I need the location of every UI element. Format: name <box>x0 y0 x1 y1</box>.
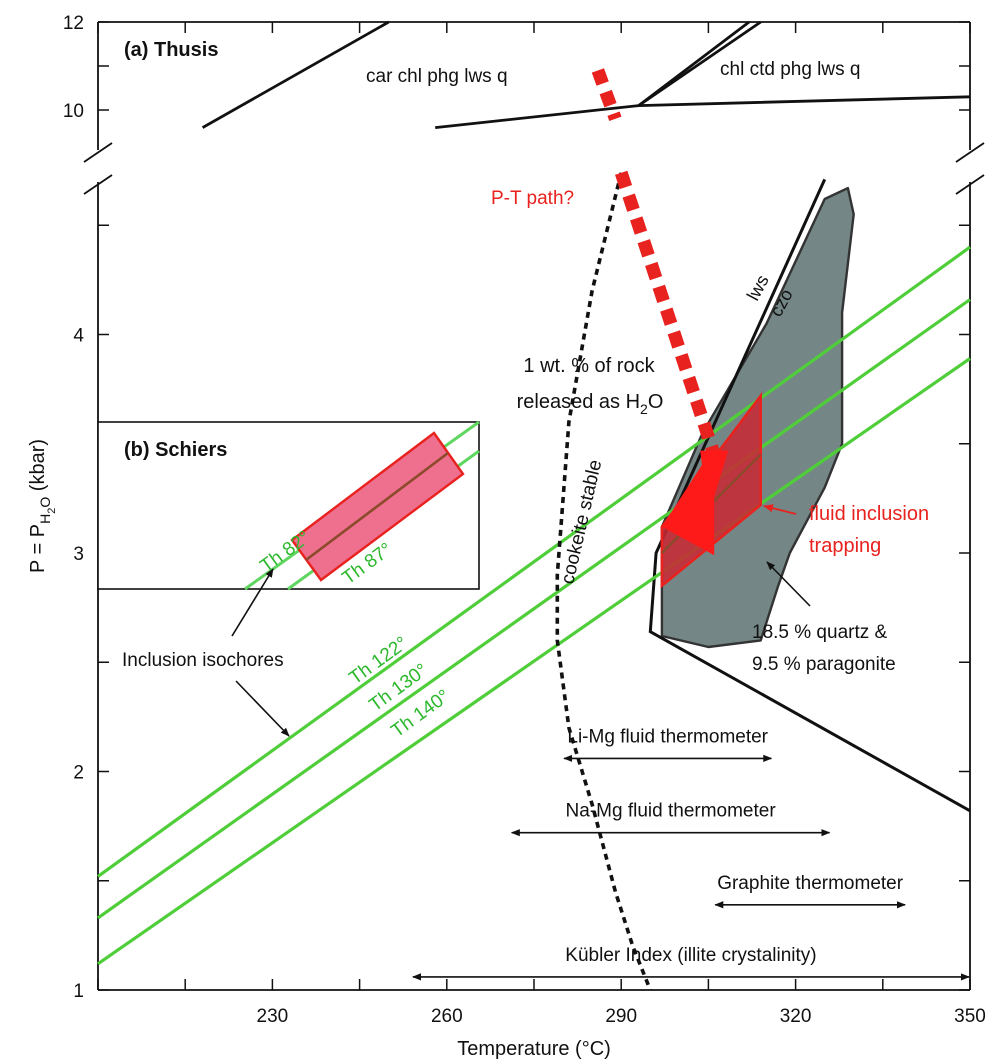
isochore-line <box>97 298 971 920</box>
inset-trapping-centerline <box>305 451 449 562</box>
reaction-lines-layer <box>201 20 971 813</box>
pt-path-lower <box>615 170 721 457</box>
axis-break-marks <box>83 142 985 195</box>
water-release-line1: 1 wt. % of rock <box>523 355 655 377</box>
assemblage-left-label: car chl phg lws q <box>366 66 508 87</box>
reaction-line <box>435 95 971 129</box>
pt-path-label: P-T path? <box>491 188 574 209</box>
panel-a-label: (a) Thusis <box>124 39 218 61</box>
fluid-inclusion-arrow <box>661 445 715 556</box>
cookeite-layer <box>555 172 652 991</box>
pt-path-arrowhead <box>700 450 729 516</box>
fluid-inclusion-label-1: fluid inclusion <box>809 503 929 525</box>
cookeite-boundary <box>555 172 652 991</box>
y-tick-label: 12 <box>63 13 84 34</box>
reaction-line <box>201 20 390 129</box>
x-tick-label: 260 <box>431 1006 463 1027</box>
pt-path-layer <box>591 68 729 516</box>
quartz-paragonite-label-2: 9.5 % paragonite <box>752 654 896 675</box>
isochore-pointer-main <box>235 680 290 737</box>
lws-label: lws <box>743 272 773 304</box>
fluid-inclusion-label-2: trapping <box>809 535 881 557</box>
y-tick-label: 2 <box>73 763 84 784</box>
panel-b-label: (b) Schiers <box>124 439 227 461</box>
quartz-paragonite-pointer <box>766 561 811 607</box>
x-tick-label: 290 <box>605 1006 637 1027</box>
thermometers-layer: Li-Mg fluid thermometer Na-Mg fluid therm… <box>412 726 970 981</box>
y-tick-label: 4 <box>73 326 84 347</box>
y-tick-label: 3 <box>73 544 84 565</box>
quartz-paragonite-label-1: 18.5 % quartz & <box>752 622 888 643</box>
isochore-line <box>97 357 971 966</box>
thermometer-label: Li-Mg fluid thermometer <box>567 726 768 747</box>
thermometer-label: Na-Mg fluid thermometer <box>566 801 777 822</box>
lws-czo-boundary <box>648 178 971 813</box>
y-tick-label: 1 <box>73 981 84 1002</box>
pt-path-upper <box>591 68 622 122</box>
y-axis-label: P = PH2O (kbar) <box>27 439 58 573</box>
fluid-inclusion-pointer <box>763 504 797 515</box>
inset-schiers: (b) Schiers Th 82° Th 87° <box>97 420 480 591</box>
thermometer-label: Kübler Index (illite crystalinity) <box>565 945 816 966</box>
water-release-line2: released as H2O <box>517 391 664 417</box>
inclusion-isochores-label: Inclusion isochores <box>122 650 284 671</box>
isochore-pointer-inset <box>231 568 274 637</box>
assemblage-right-label: chl ctd phg lws q <box>720 59 860 80</box>
thermometer-label: Graphite thermometer <box>717 873 904 894</box>
x-axis-label: Temperature (°C) <box>457 1038 611 1060</box>
isochores-layer <box>97 245 971 966</box>
reaction-line <box>637 20 762 107</box>
x-tick-label: 230 <box>257 1006 289 1027</box>
x-tick-label: 320 <box>780 1006 812 1027</box>
isochore-line <box>97 245 971 878</box>
x-tick-label: 350 <box>954 1006 986 1027</box>
y-tick-label: 10 <box>63 101 84 122</box>
